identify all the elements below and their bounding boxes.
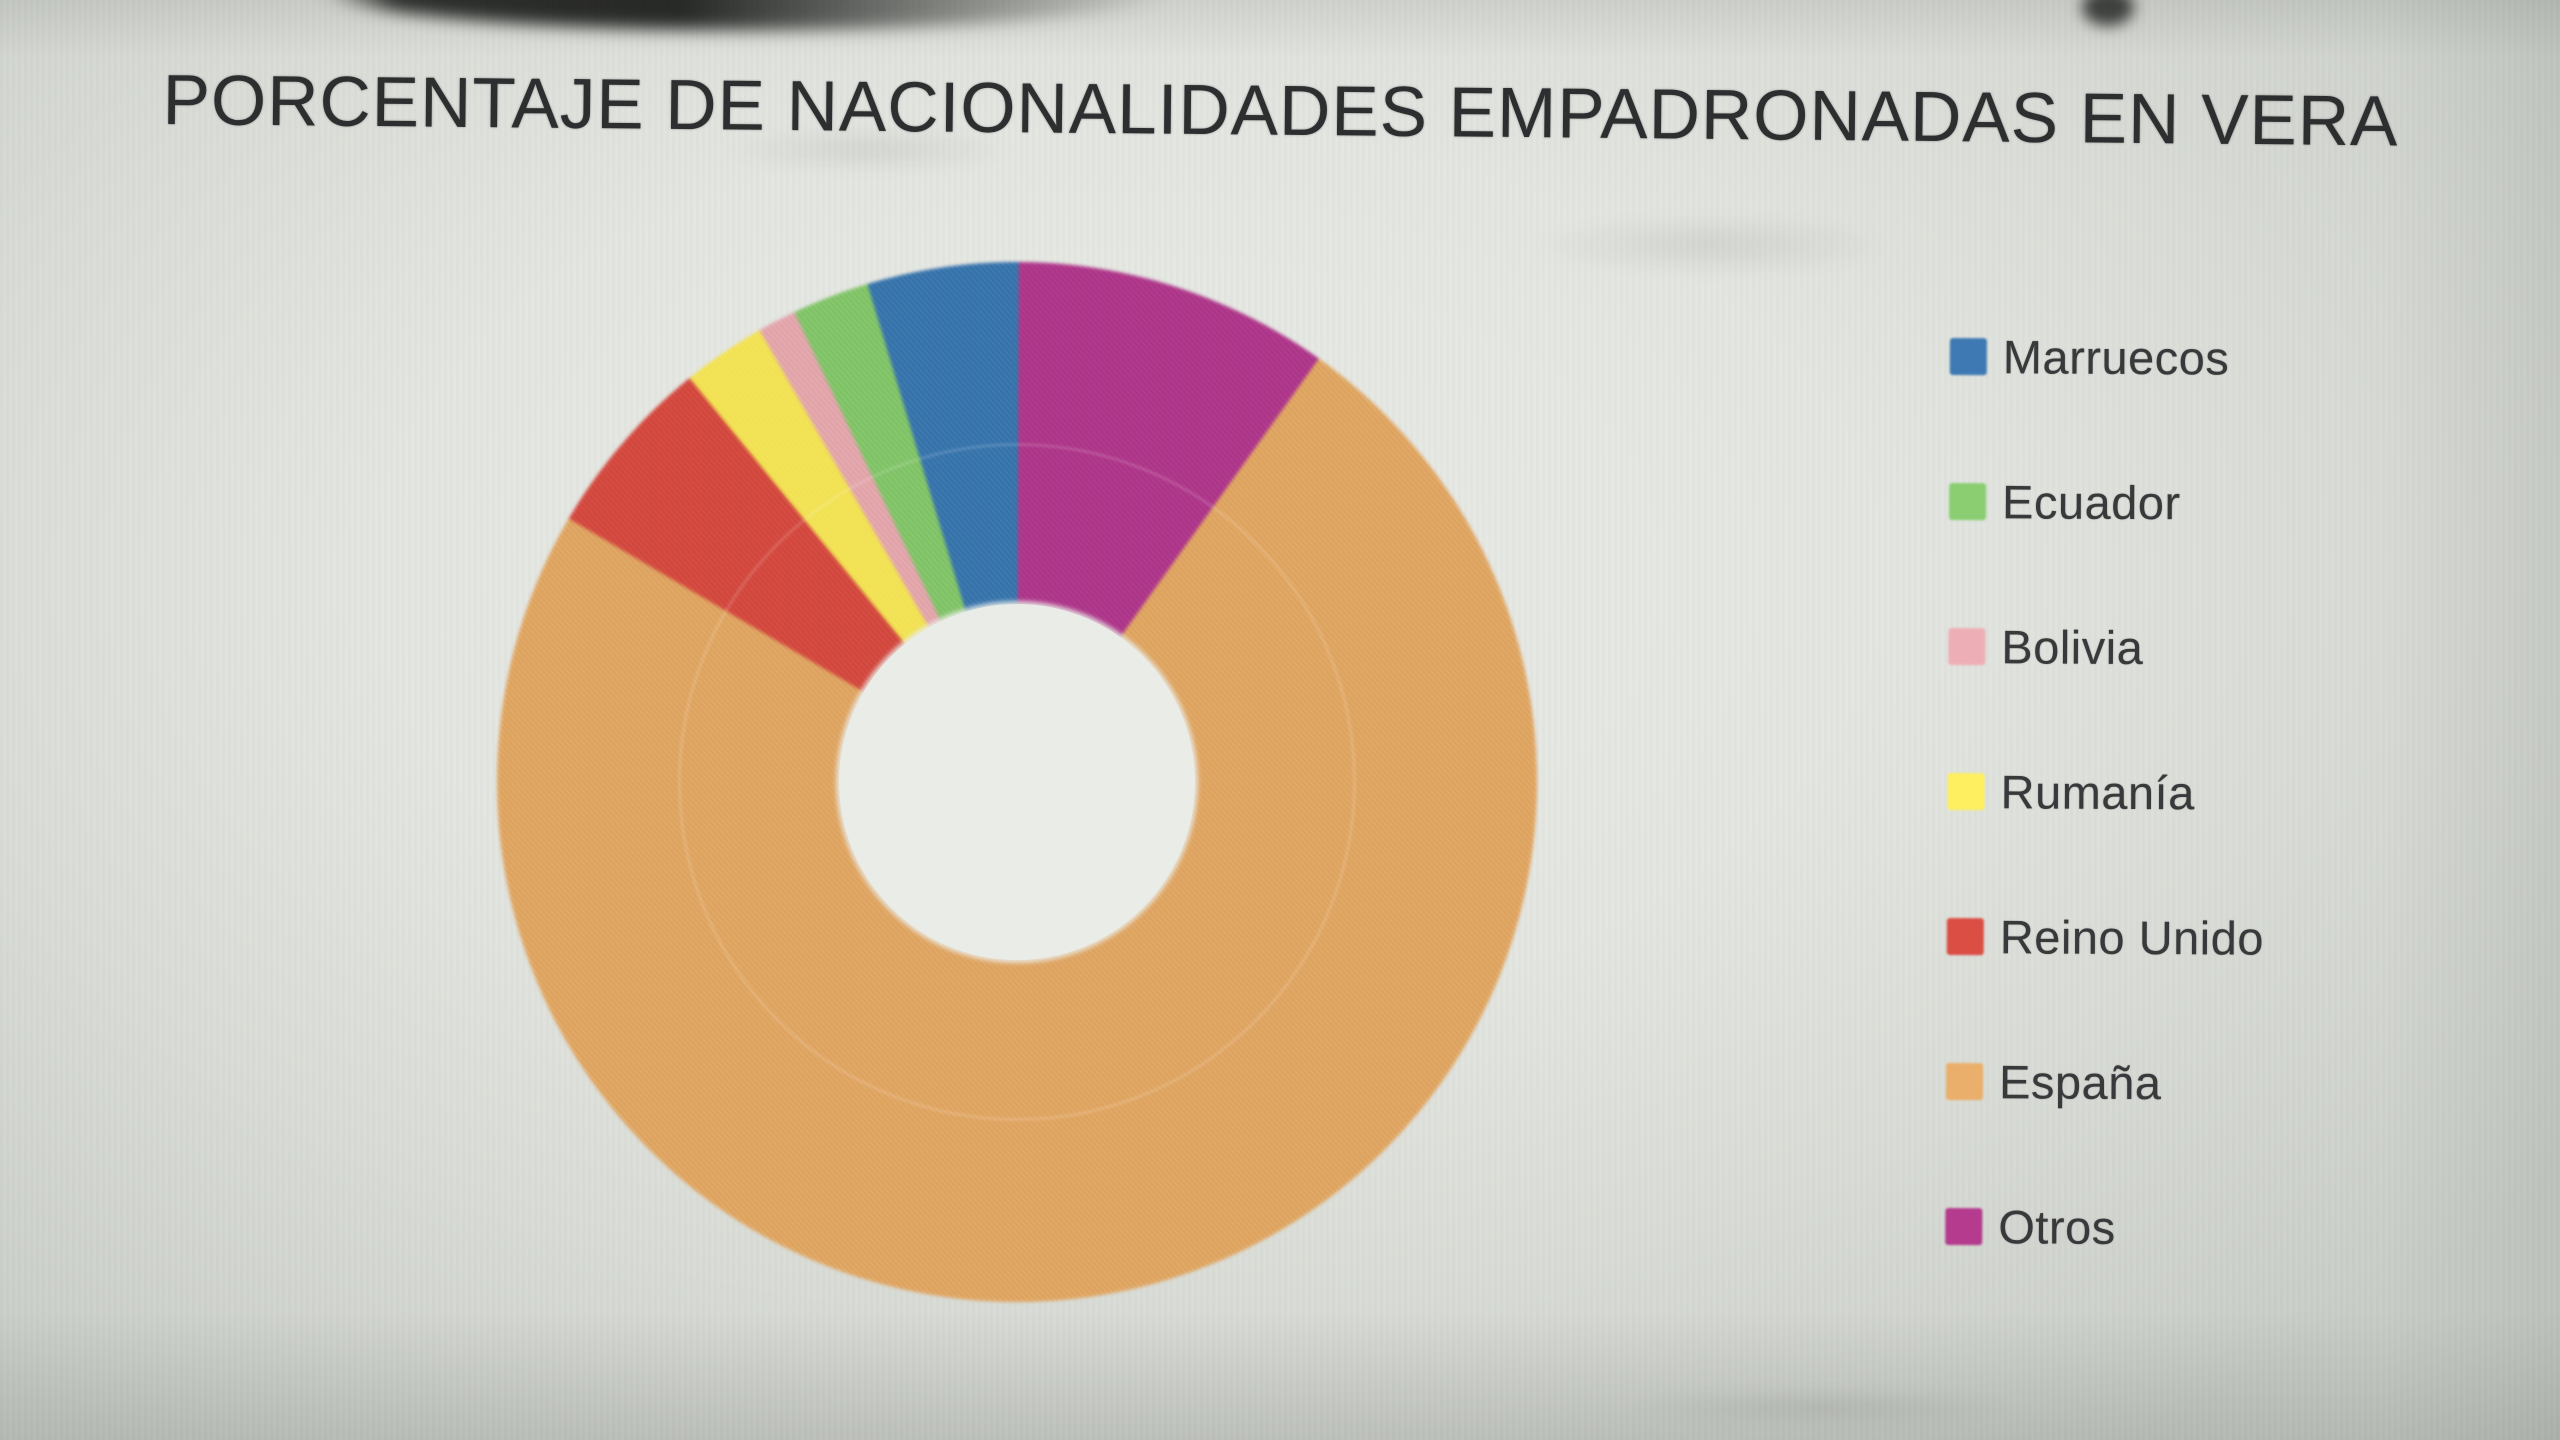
legend-item-bolivia: Bolivia bbox=[1948, 620, 2265, 674]
donut-hole bbox=[838, 603, 1196, 961]
legend-item-rumania: Rumanía bbox=[1947, 765, 2264, 819]
legend-item-espana: España bbox=[1945, 1054, 2263, 1109]
legend-label: Otros bbox=[1998, 1199, 2116, 1254]
legend-label: Reino Unido bbox=[1999, 909, 2265, 965]
legend-item-reino-unido: Reino Unido bbox=[1946, 909, 2265, 965]
legend-label: España bbox=[1998, 1054, 2162, 1109]
legend-swatch-icon bbox=[1945, 1207, 1983, 1245]
legend-item-marruecos: Marruecos bbox=[1949, 329, 2267, 384]
legend-swatch-icon bbox=[1949, 337, 1987, 375]
legend-swatch-icon bbox=[1946, 917, 1984, 955]
legend-label: Marruecos bbox=[2002, 329, 2230, 384]
legend-label: Rumanía bbox=[2000, 764, 2195, 819]
donut-chart bbox=[495, 260, 1539, 1304]
chart-legend: Marruecos Ecuador Bolivia Rumanía Reino Unid… bbox=[1945, 330, 2267, 1347]
legend-swatch-icon bbox=[1947, 772, 1985, 810]
legend-label: Ecuador bbox=[2001, 474, 2181, 529]
legend-label: Bolivia bbox=[2001, 619, 2144, 674]
legend-swatch-icon bbox=[1949, 482, 1987, 520]
legend-item-ecuador: Ecuador bbox=[1949, 475, 2266, 529]
legend-item-otros: Otros bbox=[1945, 1200, 2262, 1254]
legend-swatch-icon bbox=[1945, 1062, 1984, 1100]
legend-swatch-icon bbox=[1948, 627, 1986, 665]
